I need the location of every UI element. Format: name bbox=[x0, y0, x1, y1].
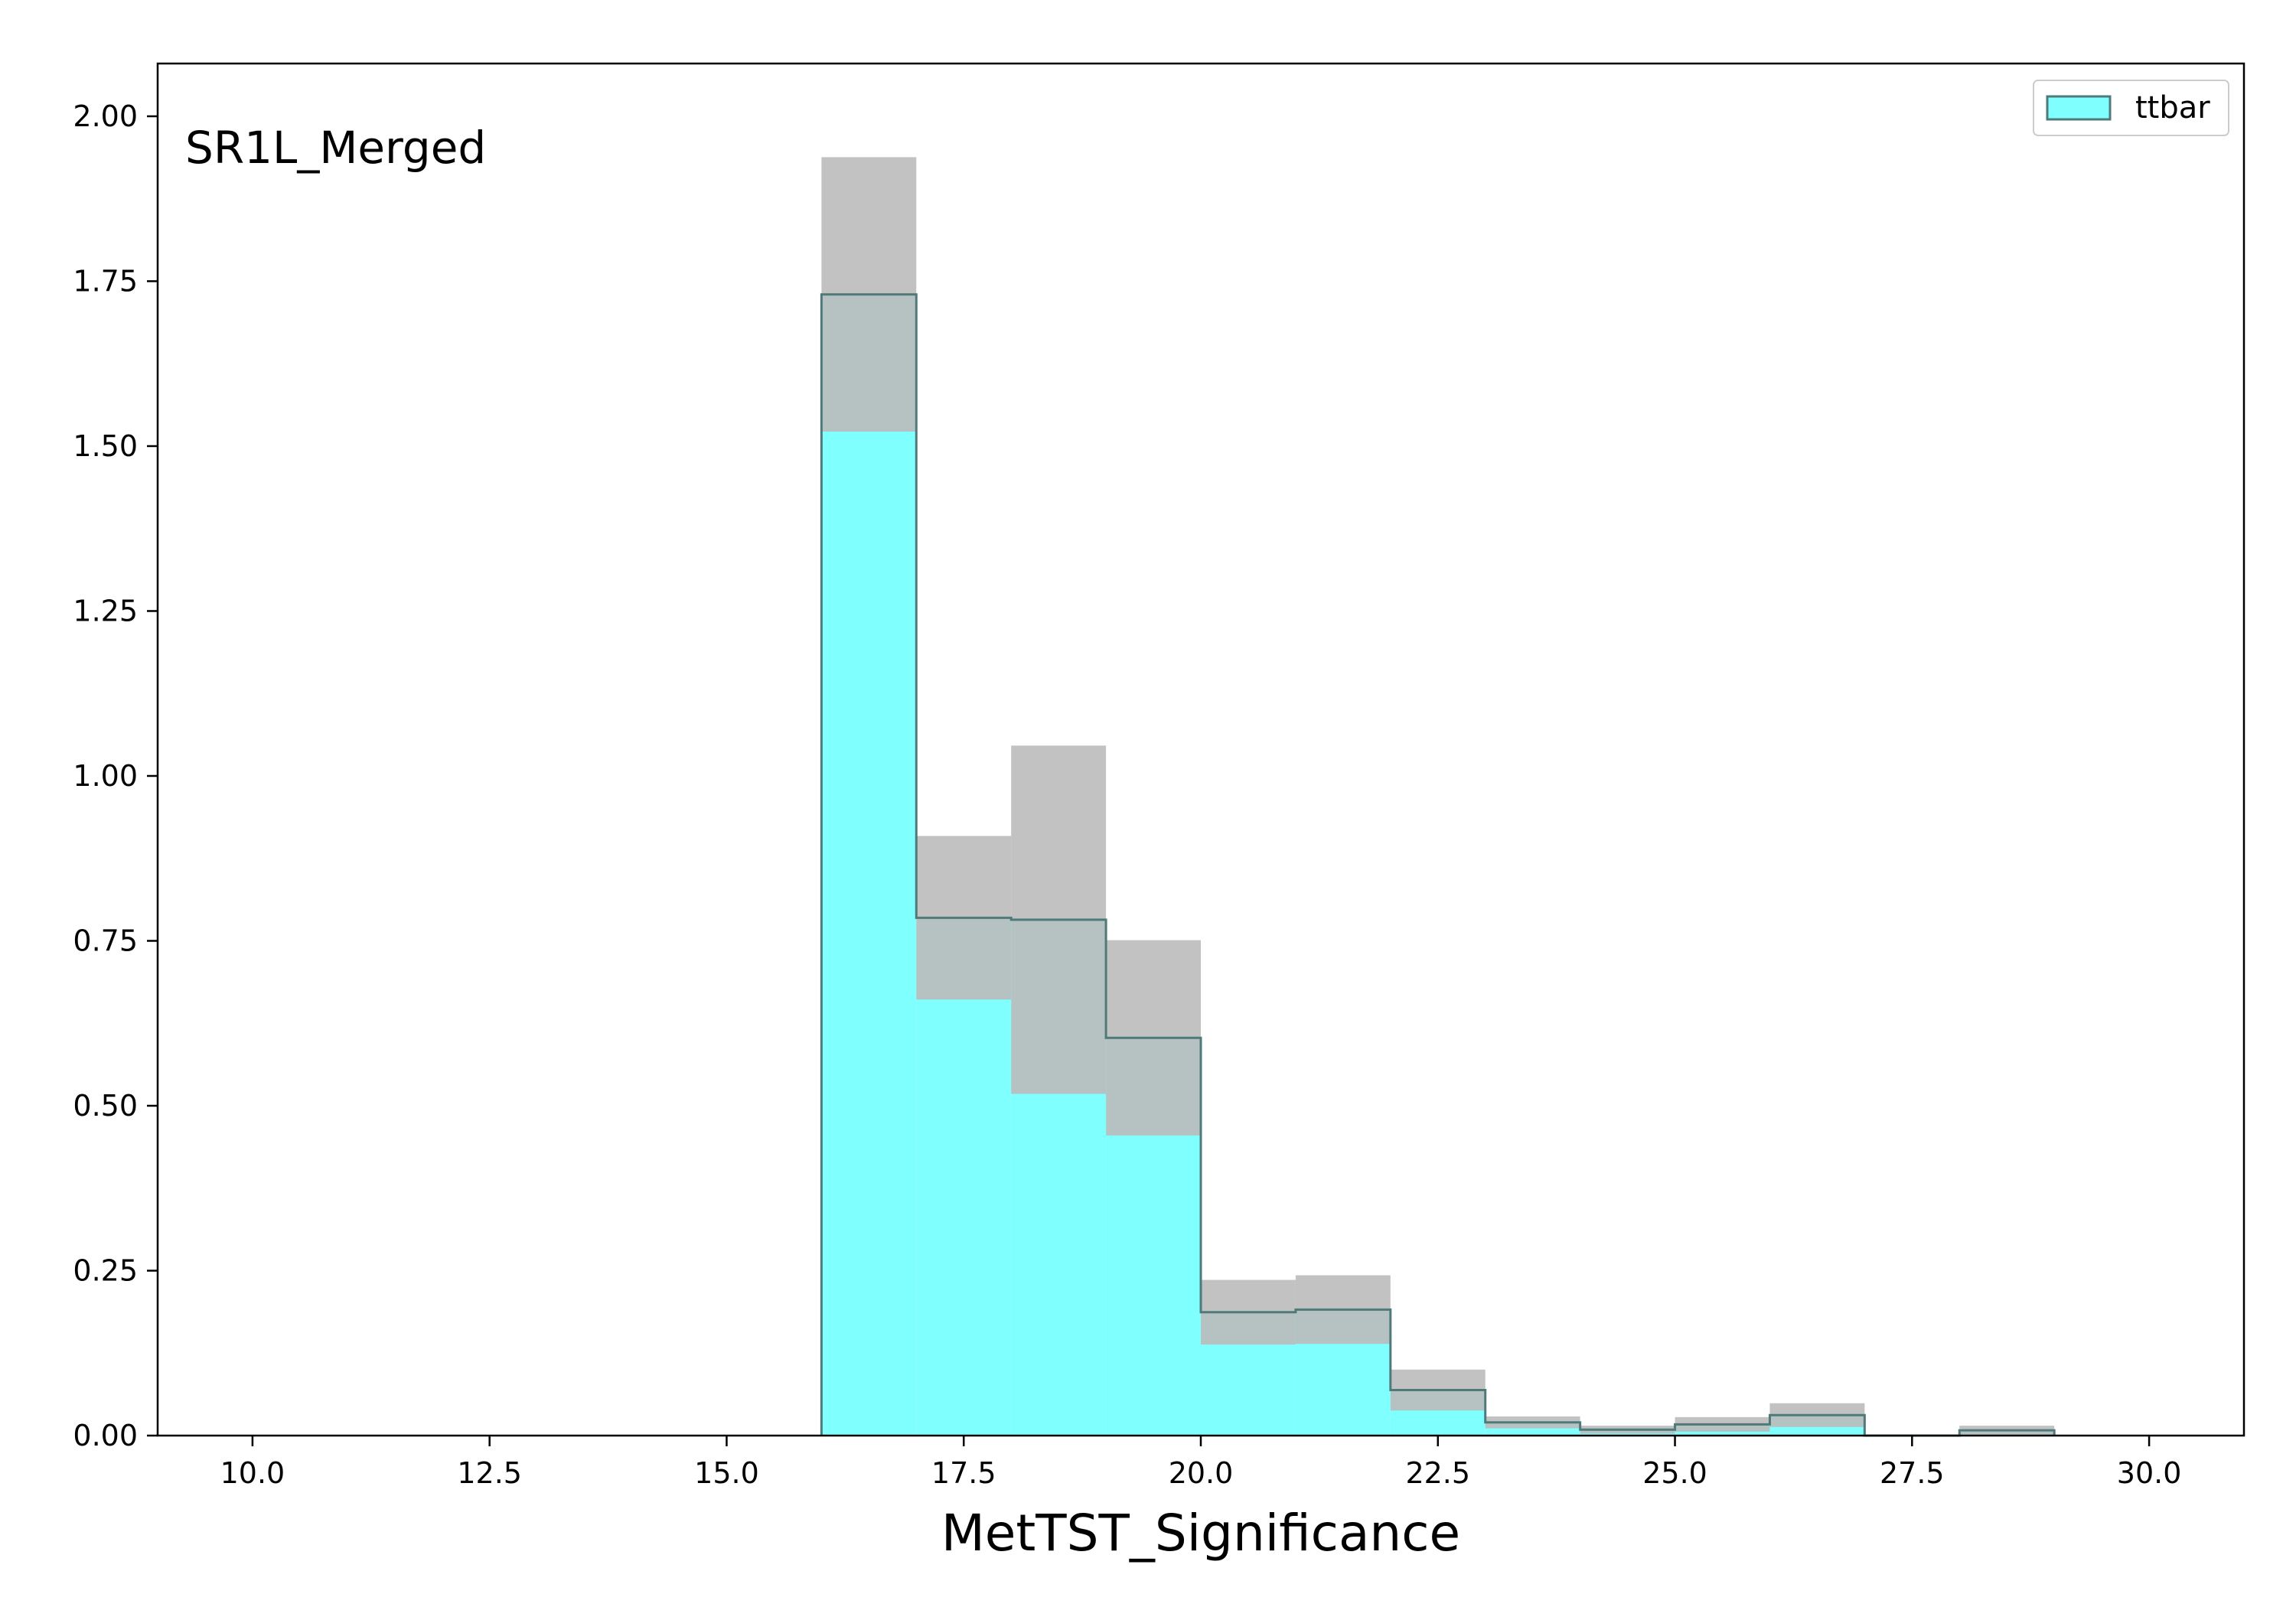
x-tick-label-3: 17.5 bbox=[931, 1456, 996, 1490]
region-annotation: SR1L_Merged bbox=[185, 122, 486, 174]
bar-ttbar-6 bbox=[821, 294, 917, 1436]
y-axis: 0.00 0.25 0.50 0.75 1.00 1.25 1.50 1.75 2.00 bbox=[73, 99, 158, 1452]
y-tick-label-4: 1.00 bbox=[73, 759, 138, 793]
x-tick-label-8: 30.0 bbox=[2117, 1456, 2182, 1490]
y-tick-label-1: 0.25 bbox=[73, 1253, 138, 1287]
y-tick-label-8: 2.00 bbox=[73, 99, 138, 133]
x-tick-label-0: 10.0 bbox=[220, 1456, 285, 1490]
y-tick-label-0: 0.00 bbox=[73, 1419, 138, 1452]
y-tick-label-5: 1.25 bbox=[73, 594, 138, 627]
y-tick-label-3: 0.75 bbox=[73, 924, 138, 957]
y-tick-label-7: 1.75 bbox=[73, 264, 138, 298]
plot-frame bbox=[156, 62, 2245, 1437]
x-tick-label-2: 15.0 bbox=[694, 1456, 759, 1490]
x-tick-label-6: 25.0 bbox=[1642, 1456, 1707, 1490]
x-axis: 10.0 12.5 15.0 17.5 20.0 22.5 25.0 27.5 30.0 bbox=[220, 1436, 2182, 1490]
legend-swatch-ttbar bbox=[2046, 95, 2112, 121]
legend-box bbox=[2033, 80, 2229, 136]
y-tick-label-2: 0.50 bbox=[73, 1089, 138, 1123]
x-axis-label: MetTST_Significance bbox=[941, 1504, 1460, 1563]
legend: ttbar bbox=[2033, 80, 2229, 136]
x-tick-label-7: 27.5 bbox=[1880, 1456, 1945, 1490]
plot-area bbox=[820, 157, 2056, 1437]
legend-label-ttbar: ttbar bbox=[2135, 90, 2210, 125]
x-tick-label-4: 20.0 bbox=[1169, 1456, 1234, 1490]
bar-ttbar-7 bbox=[916, 918, 1012, 1436]
x-tick-label-5: 22.5 bbox=[1405, 1456, 1470, 1490]
y-tick-label-6: 1.50 bbox=[73, 429, 138, 463]
x-tick-label-1: 12.5 bbox=[457, 1456, 522, 1490]
step-outline-ttbar bbox=[820, 293, 2056, 1437]
